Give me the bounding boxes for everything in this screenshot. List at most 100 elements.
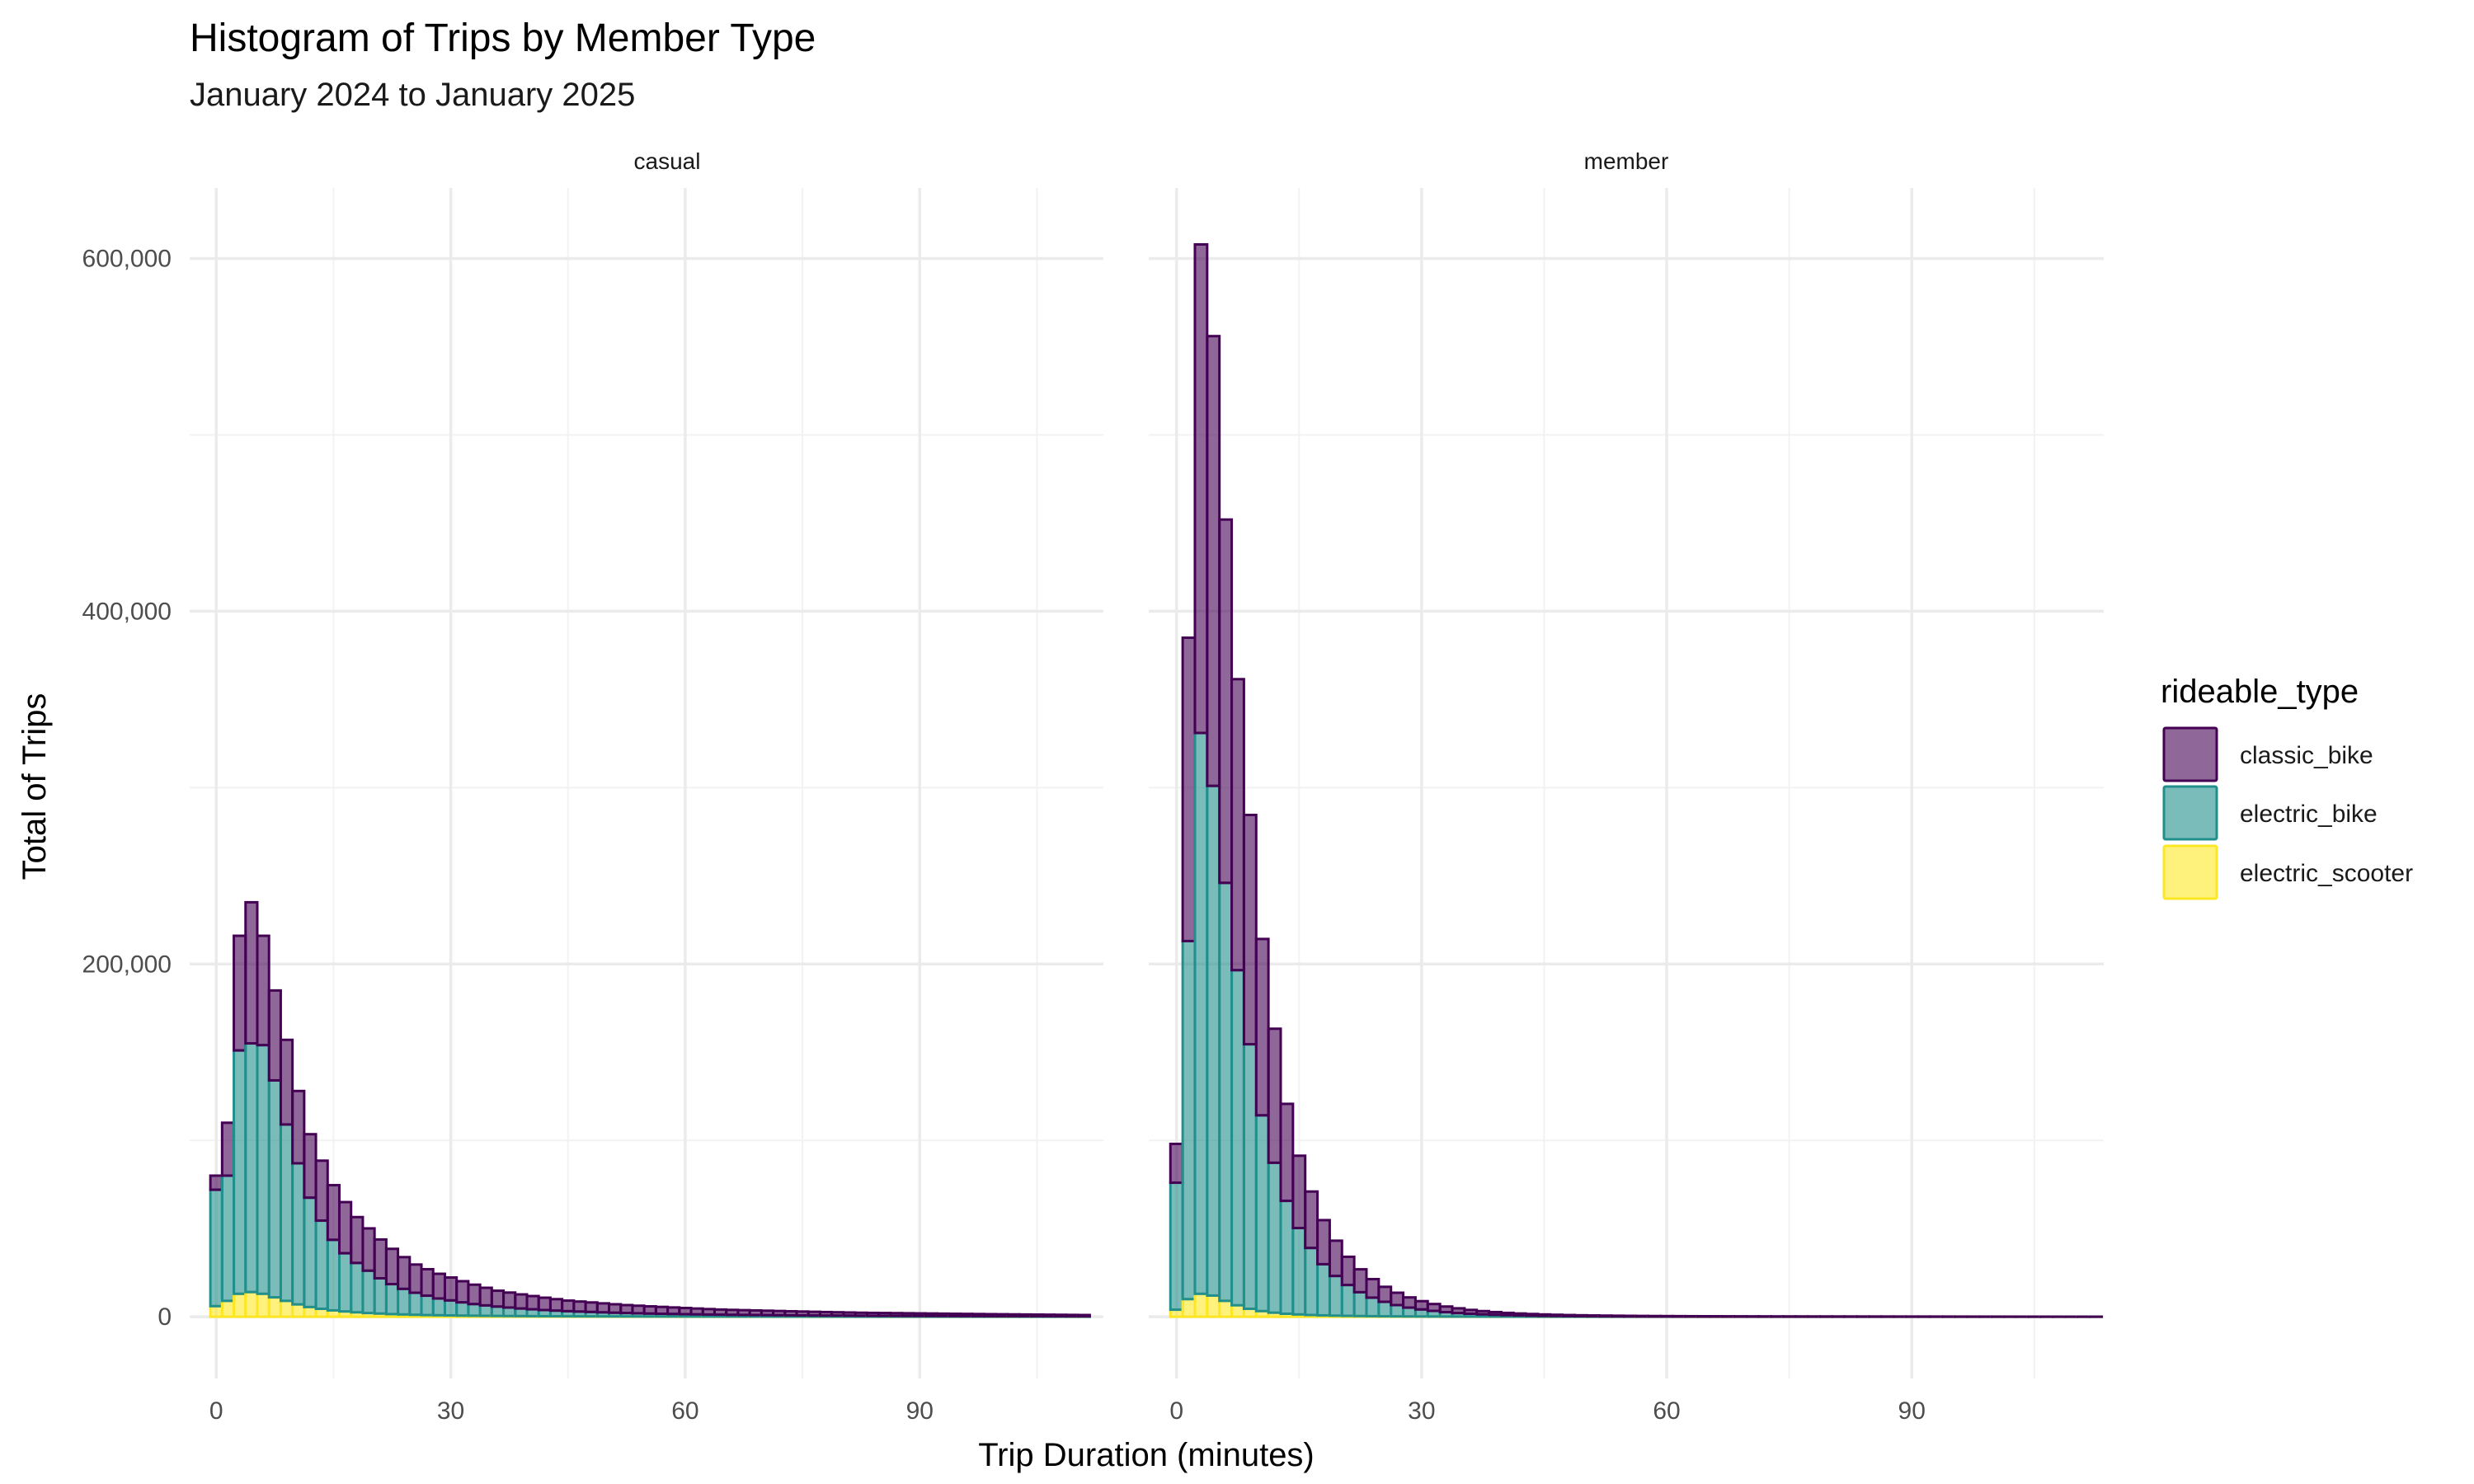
bar-casual-classic_bike — [443, 1276, 459, 1302]
bar-casual-electric_bike — [220, 1174, 236, 1303]
bar-casual-classic_bike — [408, 1263, 423, 1294]
bar-casual-classic_bike — [666, 1306, 681, 1316]
bar-casual-electric_bike — [490, 1305, 506, 1317]
bar-casual-classic_bike — [912, 1312, 927, 1317]
bar-casual-classic_bike — [1053, 1313, 1068, 1318]
bar-casual-classic_bike — [397, 1256, 412, 1290]
legend-key-classic-bike — [2162, 726, 2218, 782]
bar-member-classic_bike — [1549, 1313, 1564, 1317]
bar-casual-classic_bike — [537, 1296, 552, 1312]
bar-casual-electric_scooter — [209, 1304, 223, 1318]
bar-member-classic_bike — [1193, 242, 1209, 735]
bar-casual-classic_bike — [1042, 1313, 1056, 1318]
bar-member-classic_bike — [1488, 1310, 1503, 1317]
bar-member-classic_bike — [1267, 1027, 1282, 1164]
bar-casual-electric_bike — [443, 1298, 459, 1317]
bar-casual-classic_bike — [467, 1283, 482, 1306]
bar-member-electric_bike — [1402, 1306, 1417, 1318]
grid-casual — [190, 188, 1103, 1378]
bar-casual-classic_bike — [642, 1305, 657, 1315]
bar-member-electric_bike — [1377, 1300, 1393, 1318]
bar-casual-classic_bike — [1018, 1313, 1032, 1318]
bar-casual-classic_bike — [373, 1237, 388, 1280]
bar-casual-electric_bike — [326, 1238, 341, 1312]
bar-member-electric_bike — [1206, 784, 1221, 1297]
bar-member-classic_bike — [1169, 1142, 1184, 1185]
bar-member-classic_bike — [1524, 1313, 1540, 1317]
bar-casual-classic_bike — [924, 1312, 939, 1317]
x-ticks-member: 0 30 60 90 — [1169, 1397, 1926, 1425]
bar-casual-classic_bike — [936, 1312, 951, 1317]
bar-member-electric_bike — [1340, 1284, 1356, 1317]
bar-casual-classic_bike — [795, 1310, 810, 1317]
x-ticks-casual: 0 30 60 90 — [209, 1397, 934, 1425]
bar-casual-classic_bike — [689, 1307, 704, 1316]
bar-member-electric_bike — [1193, 731, 1209, 1295]
bar-casual-classic_bike — [1029, 1313, 1045, 1318]
bar-member-electric_bike — [1242, 1043, 1258, 1310]
bar-member-classic_bike — [1512, 1312, 1527, 1317]
bar-member-classic_bike — [1561, 1313, 1577, 1317]
bar-casual-classic_bike — [314, 1159, 329, 1223]
bar-member-classic_bike — [1365, 1278, 1380, 1299]
bar-casual-electric_scooter — [256, 1292, 270, 1318]
x-tick-label: 0 — [209, 1397, 223, 1425]
bar-casual-electric_bike — [256, 1044, 270, 1295]
bar-casual-electric_bike — [267, 1078, 282, 1299]
bar-casual-classic_bike — [490, 1289, 506, 1308]
bar-member-electric_bike — [1304, 1247, 1319, 1317]
bar-casual-electric_scooter — [244, 1290, 259, 1318]
facet-strip-casual: casual — [634, 148, 701, 174]
bar-member-classic_bike — [1610, 1314, 1625, 1318]
bar-casual-classic_bike — [1065, 1313, 1079, 1318]
bar-member-classic_bike — [1316, 1219, 1331, 1266]
bar-casual-classic_bike — [854, 1311, 868, 1317]
bar-member-classic_bike — [1597, 1314, 1613, 1318]
bar-member-electric_bike — [1181, 939, 1197, 1301]
bar-casual-electric_bike — [314, 1219, 329, 1310]
bar-casual-classic_bike — [948, 1313, 962, 1317]
bars-member — [1169, 242, 2104, 1318]
bar-casual-electric_bike — [420, 1294, 435, 1317]
bar-casual-classic_bike — [514, 1293, 529, 1310]
bar-member-classic_bike — [1647, 1314, 1663, 1318]
bar-member-electric_bike — [1316, 1262, 1331, 1317]
bar-member-electric_bike — [1390, 1303, 1405, 1318]
bar-member-classic_bike — [1451, 1307, 1466, 1315]
bar-casual-electric_scooter — [303, 1305, 317, 1318]
legend-key-electric-bike — [2162, 785, 2218, 841]
bar-casual-classic_bike — [760, 1309, 775, 1317]
bar-member-classic_bike — [1254, 937, 1270, 1117]
bar-member-classic_bike — [1634, 1314, 1650, 1318]
bar-member-electric_bike — [1352, 1290, 1368, 1317]
bar-member-classic_bike — [1413, 1299, 1429, 1311]
bar-member-classic_bike — [1304, 1190, 1319, 1250]
bar-member-classic_bike — [1426, 1303, 1442, 1313]
bar-casual-electric_bike — [397, 1287, 412, 1316]
bar-casual-classic_bike — [525, 1294, 540, 1311]
bar-casual-classic_bike — [772, 1309, 787, 1317]
bar-casual-classic_bike — [619, 1303, 634, 1315]
bar-member-classic_bike — [1390, 1291, 1405, 1307]
bar-casual-classic_bike — [548, 1298, 564, 1313]
bar-member-electric_bike — [1365, 1296, 1380, 1317]
bar-casual-electric_bike — [350, 1261, 365, 1314]
bar-member-classic_bike — [1291, 1154, 1307, 1230]
bar-member-classic_bike — [1438, 1305, 1454, 1314]
bar-casual-classic_bike — [982, 1313, 998, 1317]
bars-casual — [209, 900, 1091, 1318]
y-axis-title: Total of Trips — [16, 693, 53, 881]
x-tick-label: 60 — [1653, 1397, 1680, 1425]
bar-casual-electric_bike — [373, 1276, 388, 1315]
bar-member-electric_scooter — [1230, 1303, 1245, 1318]
chart-title: Histogram of Trips by Member Type — [190, 16, 816, 60]
facet-strip-member: member — [1584, 148, 1669, 174]
bar-casual-electric_bike — [467, 1303, 482, 1317]
bar-casual-classic_bike — [713, 1308, 728, 1317]
bar-casual-classic_bike — [220, 1121, 236, 1177]
bar-casual-classic_bike — [877, 1312, 892, 1317]
chart-subtitle: January 2024 to January 2025 — [190, 77, 635, 113]
bar-casual-electric_bike — [384, 1283, 400, 1316]
bar-member-classic_bike — [1463, 1308, 1479, 1316]
